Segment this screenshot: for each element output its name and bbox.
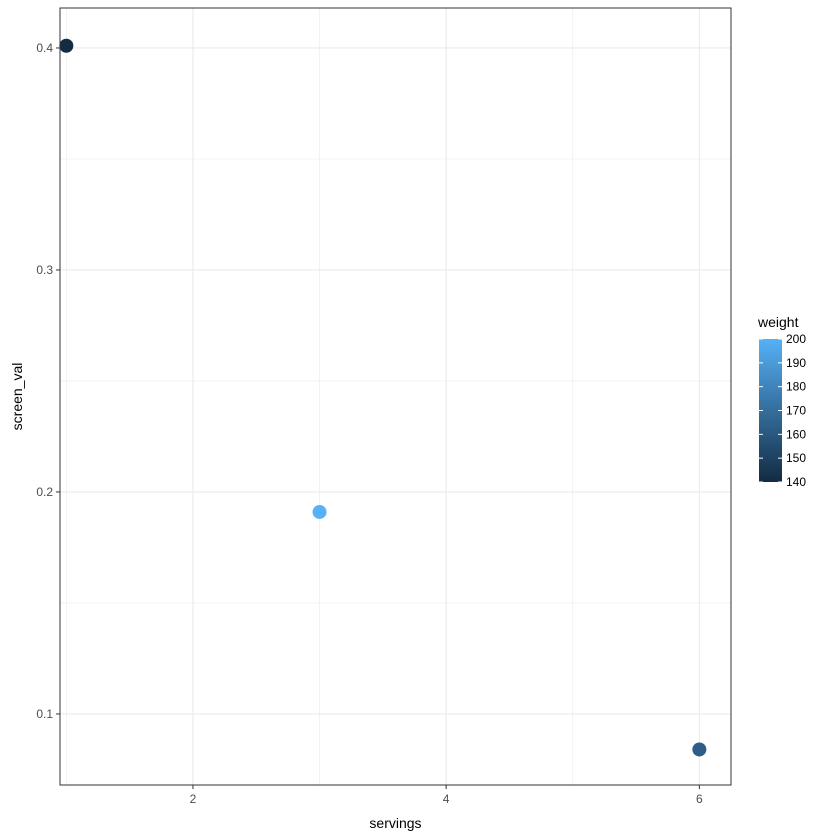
- legend-colorbar: [759, 339, 782, 482]
- y-tick-label: 0.3: [36, 263, 53, 277]
- y-tick-label: 0.4: [36, 41, 53, 55]
- x-axis-title: servings: [369, 815, 421, 831]
- x-axis: 2 4 6: [190, 785, 703, 806]
- legend-label: 200: [786, 332, 806, 346]
- y-tick-label: 0.1: [36, 707, 53, 721]
- legend-title: weight: [757, 314, 799, 330]
- color-legend: weight 140 150 160 170 180 190 200: [757, 314, 806, 489]
- legend-label: 150: [786, 451, 806, 465]
- data-point: [312, 504, 327, 519]
- legend-label: 170: [786, 404, 806, 418]
- x-tick-label: 6: [696, 792, 703, 806]
- x-tick-label: 2: [190, 792, 197, 806]
- data-point: [692, 742, 707, 757]
- grid-major: [60, 8, 731, 785]
- plot-border: [59, 7, 732, 786]
- legend-ticks: 140 150 160 170 180 190 200: [759, 332, 806, 489]
- grid-minor: [60, 8, 731, 785]
- x-tick-label: 4: [443, 792, 450, 806]
- legend-label: 180: [786, 380, 806, 394]
- legend-label: 140: [786, 475, 806, 489]
- data-point: [59, 38, 74, 53]
- plot-background: [60, 8, 731, 785]
- data-points: [59, 38, 707, 757]
- legend-label: 190: [786, 356, 806, 370]
- y-axis: 0.1 0.2 0.3 0.4: [36, 41, 60, 721]
- legend-label: 160: [786, 427, 806, 441]
- y-tick-label: 0.2: [36, 485, 53, 499]
- y-axis-title: screen_val: [9, 363, 25, 431]
